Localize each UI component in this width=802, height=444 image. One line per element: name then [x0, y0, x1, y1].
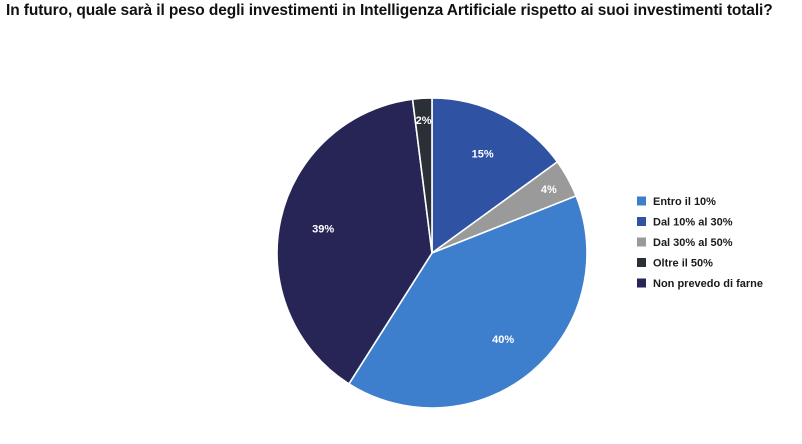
legend-item-entro-il-10: Entro il 10%	[637, 196, 716, 208]
legend: Entro il 10% Dal 10% al 30% Dal 30% al 50%…	[637, 196, 763, 290]
legend-swatch	[637, 217, 646, 226]
legend-item-dal-30-al-50: Dal 30% al 50%	[637, 237, 733, 249]
legend-swatch	[637, 278, 646, 288]
legend-label: Dal 30% al 50%	[653, 237, 733, 249]
legend-label: Non prevedo di farne	[653, 278, 763, 290]
legend-item-dal-10-al-30: Dal 10% al 30%	[637, 217, 733, 229]
pie-slice-entro-il-10	[347, 194, 588, 409]
legend-label: Dal 10% al 30%	[653, 217, 733, 229]
legend-swatch	[637, 258, 646, 267]
legend-swatch	[637, 237, 646, 247]
data-label-oltre-il-50: 2%	[416, 115, 432, 127]
data-labels: 15% 4% 40% 39% 2%	[312, 115, 557, 346]
data-label-dal-10-al-30: 15%	[472, 149, 494, 161]
legend-label: Oltre il 50%	[653, 258, 713, 270]
pie-slice-dal-10-al-30	[431, 97, 559, 255]
legend-swatch	[637, 196, 646, 206]
pie-slice-non-prevedo-di-farne	[276, 98, 433, 385]
legend-item-oltre-il-50: Oltre il 50%	[637, 258, 713, 270]
legend-label: Entro il 10%	[653, 196, 716, 208]
chart-title: In futuro, quale sarà il peso degli inve…	[6, 2, 773, 19]
pie-slices	[276, 97, 588, 409]
data-label-non-prevedo-di-farne: 39%	[312, 224, 334, 236]
data-label-dal-30-al-50: 4%	[541, 184, 557, 196]
data-label-entro-il-10: 40%	[492, 334, 514, 346]
legend-item-non-prevedo-di-farne: Non prevedo di farne	[637, 278, 763, 290]
pie-slice-oltre-il-50	[411, 97, 433, 254]
